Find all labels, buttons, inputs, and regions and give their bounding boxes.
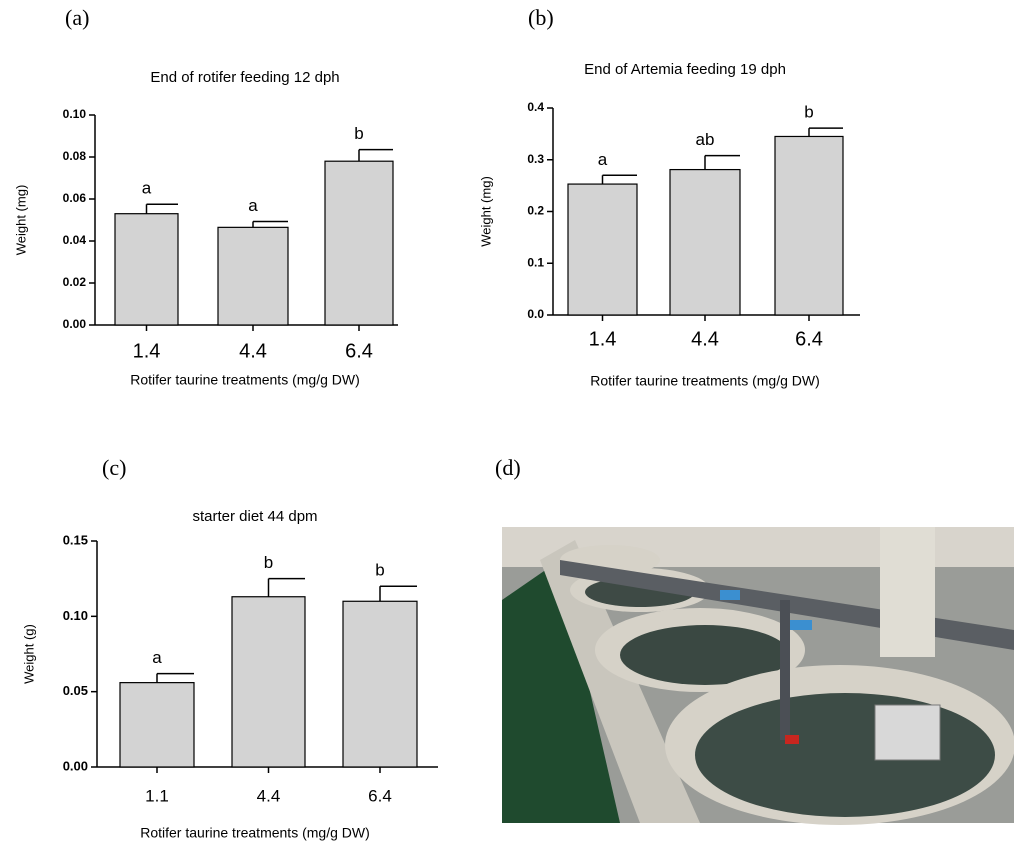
significance-letter: a <box>248 196 258 215</box>
error-bar <box>601 174 637 185</box>
y-tick-label: 0.10 <box>63 608 88 623</box>
panel-label: (b) <box>528 5 554 30</box>
x-tick-label: 6.4 <box>345 340 373 362</box>
bar <box>567 183 638 316</box>
significance-letter: b <box>804 103 813 122</box>
significance-letter: a <box>152 648 162 667</box>
error-bar <box>704 154 740 170</box>
significance-letter: a <box>142 179 152 198</box>
x-axis-label: Rotifer taurine treatments (mg/g DW) <box>130 372 360 388</box>
significance-letter: b <box>375 561 384 580</box>
x-axis-label: Rotifer taurine treatments (mg/g DW) <box>140 825 370 841</box>
photo <box>502 527 1014 825</box>
x-tick-label: 4.4 <box>691 328 719 350</box>
bar <box>774 135 844 316</box>
bar <box>217 226 289 326</box>
panel-label: (c) <box>102 455 126 480</box>
x-tick-label: 6.4 <box>368 786 392 805</box>
y-tick-label: 0.10 <box>63 107 87 121</box>
x-tick-label: 6.4 <box>795 328 823 350</box>
bar <box>231 596 306 768</box>
error-bar <box>808 127 843 137</box>
y-axis-label: Weight (mg) <box>13 185 28 256</box>
significance-letter: b <box>354 124 363 143</box>
y-axis-label: Weight (mg) <box>478 176 493 247</box>
chart-title: End of rotifer feeding 12 dph <box>150 69 339 86</box>
chart-title: starter diet 44 dpm <box>192 508 317 525</box>
error-bar <box>379 585 417 602</box>
y-tick-label: 0.1 <box>527 255 544 269</box>
x-axis-label: Rotifer taurine treatments (mg/g DW) <box>590 373 820 389</box>
y-tick-label: 0.08 <box>63 149 87 163</box>
x-tick-label: 1.1 <box>145 786 169 805</box>
y-tick-label: 0.00 <box>63 758 88 773</box>
x-tick-label: 1.4 <box>133 340 161 362</box>
significance-letter: a <box>598 150 608 169</box>
error-bar <box>267 577 305 597</box>
bar <box>324 160 394 326</box>
bar <box>114 213 179 326</box>
error-bar <box>252 220 288 228</box>
bar <box>342 600 418 768</box>
error-bar <box>145 203 178 214</box>
bar <box>669 168 741 316</box>
error-bar <box>156 672 194 683</box>
significance-letter: b <box>264 553 273 572</box>
y-tick-label: 0.4 <box>527 100 544 114</box>
y-tick-label: 0.04 <box>63 233 87 247</box>
y-tick-label: 0.15 <box>63 532 88 547</box>
y-tick-label: 0.02 <box>63 275 87 289</box>
y-tick-label: 0.2 <box>527 204 544 218</box>
chart-title: End of Artemia feeding 19 dph <box>584 61 786 78</box>
panel-label: (d) <box>495 455 521 480</box>
y-tick-label: 0.05 <box>63 683 88 698</box>
x-tick-label: 1.4 <box>589 328 617 350</box>
significance-letter: ab <box>696 130 715 149</box>
y-axis-label: Weight (g) <box>21 624 36 684</box>
x-tick-label: 4.4 <box>257 786 281 805</box>
x-tick-label: 4.4 <box>239 340 267 362</box>
error-bar <box>358 148 393 162</box>
bar <box>119 682 195 768</box>
y-tick-label: 0.3 <box>527 152 544 166</box>
y-tick-label: 0.00 <box>63 317 87 331</box>
y-tick-label: 0.06 <box>63 191 87 205</box>
panel-label: (a) <box>65 5 89 30</box>
y-tick-label: 0.0 <box>527 307 544 321</box>
